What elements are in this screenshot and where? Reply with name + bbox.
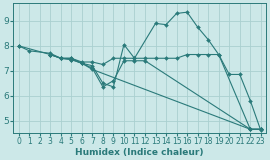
X-axis label: Humidex (Indice chaleur): Humidex (Indice chaleur): [76, 148, 204, 156]
